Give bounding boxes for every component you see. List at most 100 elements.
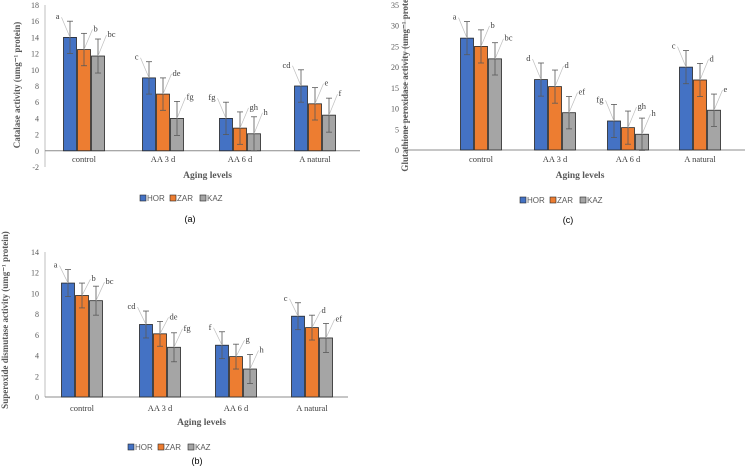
label-leader <box>713 89 723 111</box>
significance-letter: fg <box>187 91 195 101</box>
label-leader <box>176 97 186 119</box>
legend-label-ZAR: ZAR <box>177 194 193 203</box>
label-leader <box>292 65 302 87</box>
significance-letter: cd <box>282 60 291 70</box>
label-leader <box>328 94 338 116</box>
legend-label-KAZ: KAZ <box>195 443 211 452</box>
significance-letter: de <box>173 68 181 78</box>
label-leader <box>162 73 172 95</box>
label-leader <box>289 298 299 317</box>
label-leader <box>458 17 468 39</box>
y-axis-title: Superoxide dismutase activity (umg⁻¹ pro… <box>0 231 10 409</box>
label-leader <box>81 278 91 296</box>
x-tick-label: AA 3 d <box>148 403 173 413</box>
label-leader <box>627 106 637 128</box>
significance-letter: c <box>672 41 676 51</box>
y-tick-label: 6 <box>35 98 39 107</box>
significance-letter: h <box>264 107 269 117</box>
x-tick-label: control <box>469 154 494 164</box>
significance-letter: c <box>135 52 139 62</box>
legend-label-ZAR: ZAR <box>557 196 573 205</box>
label-leader <box>605 100 615 122</box>
label-leader <box>325 319 335 339</box>
legend-label-KAZ: KAZ <box>207 194 223 203</box>
label-leader <box>239 107 249 129</box>
x-tick-label: AA 6 d <box>228 154 253 164</box>
label-leader <box>59 265 69 284</box>
significance-letter: c <box>284 293 288 303</box>
y-tick-label: 14 <box>31 248 39 257</box>
label-leader <box>97 34 107 57</box>
y-tick-label: 10 <box>31 66 39 75</box>
y-tick-label: 6 <box>35 331 39 340</box>
significance-letter: d <box>322 305 327 315</box>
label-leader <box>217 98 227 119</box>
label-leader <box>532 58 542 80</box>
label-leader <box>83 29 93 50</box>
significance-letter: fg <box>184 323 192 333</box>
legend-label-HOR: HOR <box>527 196 545 205</box>
label-leader <box>95 282 105 301</box>
significance-letter: a <box>56 11 60 21</box>
label-leader <box>249 350 259 370</box>
y-tick-label: 8 <box>35 82 39 91</box>
significance-letter: f <box>209 322 212 332</box>
label-leader <box>494 38 504 59</box>
y-tick-label: 0 <box>35 147 39 156</box>
y-tick-label: 4 <box>35 114 39 123</box>
bar-HOR-0 <box>61 282 75 398</box>
y-tick-label: 0 <box>35 393 39 402</box>
x-tick-label: control <box>70 403 95 413</box>
significance-letter: bc <box>108 29 116 39</box>
label-leader <box>253 112 263 134</box>
significance-letter: h <box>260 345 265 355</box>
x-tick-label: control <box>72 154 97 164</box>
x-axis-title: Aging levels <box>183 171 232 181</box>
legend-label-HOR: HOR <box>147 194 165 203</box>
significance-letter: g <box>246 334 251 344</box>
y-tick-label: 10 <box>391 105 399 114</box>
significance-letter: f <box>339 88 342 98</box>
y-tick-label: 14 <box>31 33 39 42</box>
label-leader <box>173 328 183 348</box>
y-tick-label: 20 <box>391 63 399 72</box>
y-tick-label: 2 <box>35 131 39 140</box>
significance-letter: b <box>94 23 98 33</box>
y-tick-label: 0 <box>395 146 399 155</box>
panel-caption: (c) <box>563 215 574 225</box>
x-tick-label: A natural <box>296 403 328 413</box>
legend-label-HOR: HOR <box>135 443 153 452</box>
significance-letter: d <box>710 53 715 63</box>
y-tick-label: 12 <box>31 50 39 59</box>
bar-HOR-0 <box>63 37 77 152</box>
bar-ZAR-0 <box>75 295 89 398</box>
y-axis-title: Glutathione peroxidase activity (umg⁻¹ p… <box>400 0 410 172</box>
label-leader <box>137 306 147 325</box>
label-leader <box>213 327 223 346</box>
legend-label-KAZ: KAZ <box>587 196 603 205</box>
significance-letter: fg <box>596 94 604 104</box>
significance-letter: bc <box>505 33 513 43</box>
legend-swatch-HOR <box>139 194 147 202</box>
y-tick-label: 35 <box>391 1 399 10</box>
legend-swatch-KAZ <box>579 196 587 204</box>
x-axis-title: Aging levels <box>177 418 226 428</box>
y-tick-label: 2 <box>35 372 39 381</box>
x-tick-label: AA 3 d <box>151 154 176 164</box>
y-tick-label: 12 <box>31 269 39 278</box>
y-tick-label: -2 <box>32 163 39 172</box>
significance-letter: cd <box>127 301 136 311</box>
y-tick-label: 8 <box>35 310 39 319</box>
legend-swatch-ZAR <box>169 194 177 202</box>
legend-swatch-KAZ <box>199 194 207 202</box>
legend-swatch-HOR <box>519 196 527 204</box>
significance-letter: gh <box>250 102 259 112</box>
label-leader <box>568 92 578 113</box>
significance-letter: a <box>453 12 457 22</box>
y-tick-label: 5 <box>395 125 399 134</box>
significance-letter: ef <box>579 87 586 97</box>
x-tick-label: AA 6 d <box>616 154 641 164</box>
label-leader <box>235 340 245 357</box>
y-axis-title: Catalase activity (umg⁻¹ protein) <box>12 22 22 149</box>
significance-letter: d <box>526 53 531 63</box>
